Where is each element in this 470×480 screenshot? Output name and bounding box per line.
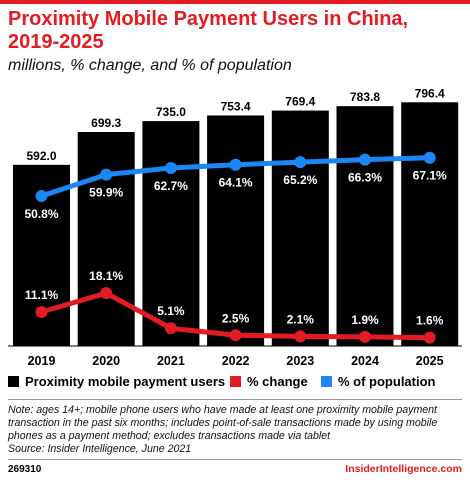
- divider-top: [8, 399, 462, 400]
- change-point: [164, 322, 177, 335]
- change-label: 5.1%: [157, 304, 185, 318]
- change-point: [229, 329, 242, 342]
- x-tick-label: 2023: [286, 354, 314, 368]
- population-label: 66.3%: [348, 171, 382, 185]
- bar-value-label: 796.4: [415, 86, 445, 100]
- population-point: [164, 162, 177, 175]
- population-point: [229, 158, 242, 171]
- bar-2023: [271, 110, 329, 346]
- bar-2022: [207, 115, 265, 346]
- x-tick-label: 2024: [351, 354, 379, 368]
- bar-2025: [401, 102, 459, 346]
- note-text: Note: ages 14+; mobile phone users who h…: [8, 404, 438, 442]
- population-point: [35, 190, 48, 202]
- population-label: 64.1%: [219, 176, 253, 190]
- chart-legend: Proximity mobile payment users % change …: [8, 374, 468, 392]
- legend-label-population: % of population: [338, 374, 436, 389]
- change-label: 18.1%: [89, 269, 123, 283]
- change-point: [35, 306, 48, 319]
- population-point: [359, 153, 371, 166]
- population-label: 67.1%: [413, 169, 447, 183]
- chart-note: Note: ages 14+; mobile phone users who h…: [8, 404, 464, 456]
- change-label: 2.1%: [287, 312, 315, 326]
- population-label: 59.9%: [89, 186, 123, 200]
- population-label: 62.7%: [154, 179, 188, 193]
- chart-plot: 592.0 699.3 735.0 753.4 769.4 783.8 796.4 2019 2…: [8, 86, 462, 368]
- bar-value-label: 592.0: [26, 149, 56, 163]
- legend-label-change: % change: [247, 374, 308, 389]
- brand-link[interactable]: InsiderIntelligence.com: [345, 463, 462, 475]
- x-tick-label: 2025: [416, 354, 444, 368]
- legend-item-population: % of population: [321, 374, 435, 389]
- population-label: 65.2%: [283, 173, 317, 187]
- legend-label-users: Proximity mobile payment users: [25, 374, 226, 389]
- change-label: 1.6%: [416, 314, 444, 328]
- legend-item-change: % change: [230, 374, 308, 389]
- accent-bar: [0, 0, 470, 4]
- change-label: 11.1%: [25, 288, 59, 302]
- chart-id: 269310: [8, 464, 42, 475]
- source-text: Source: Insider Intelligence, June 2021: [8, 443, 192, 455]
- bar-2021: [142, 121, 200, 346]
- population-point: [100, 168, 113, 181]
- change-point: [100, 287, 113, 300]
- change-label: 2.5%: [222, 311, 250, 325]
- legend-swatch-users: [8, 376, 19, 387]
- chart-title: Proximity Mobile Payment Users in China,…: [8, 8, 409, 53]
- legend-item-users: Proximity mobile payment users: [8, 374, 225, 389]
- x-tick-label: 2020: [92, 354, 120, 368]
- x-tick-label: 2021: [157, 354, 185, 368]
- legend-swatch-population: [321, 376, 332, 387]
- bar-value-label: 783.8: [350, 90, 380, 104]
- change-point: [359, 330, 371, 343]
- bar-value-label: 699.3: [91, 116, 121, 130]
- population-point: [423, 151, 436, 164]
- x-tick-label: 2022: [222, 354, 250, 368]
- bar-2024: [336, 106, 394, 346]
- chart-subtitle: millions, % change, and % of population: [8, 57, 292, 74]
- bar-value-label: 735.0: [156, 105, 186, 119]
- population-point: [294, 156, 307, 169]
- bar-value-label: 769.4: [285, 95, 315, 109]
- change-point: [423, 331, 436, 344]
- bar-2020: [77, 132, 135, 346]
- change-point: [294, 330, 307, 343]
- change-label: 1.9%: [351, 313, 379, 327]
- population-label: 50.8%: [24, 207, 58, 221]
- x-tick-label: 2019: [28, 354, 56, 368]
- legend-swatch-change: [230, 376, 241, 387]
- bar-value-label: 753.4: [221, 99, 251, 113]
- divider-bottom: [8, 459, 462, 460]
